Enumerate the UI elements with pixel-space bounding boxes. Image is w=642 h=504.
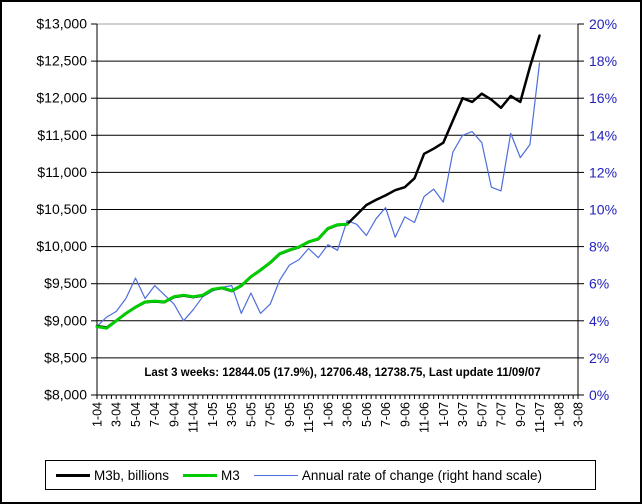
legend-item-m3b: M3b, billions [56, 468, 169, 483]
legend-label-m3: M3 [221, 467, 240, 483]
legend-item-rate: Annual rate of change (right hand scale) [253, 467, 542, 483]
left-axis-label: $9,500 [44, 275, 87, 291]
x-axis-label: 11-06 [418, 402, 432, 433]
left-axis-label: $12,500 [36, 53, 87, 69]
last-weeks-annotation: Last 3 weeks: 12844.05 (17.9%), 12706.48… [144, 367, 540, 379]
x-axis-label: 3-08 [572, 402, 586, 427]
x-axis-label: 3-05 [225, 402, 239, 427]
x-axis-label: 9-05 [283, 402, 297, 427]
m3-line-swatch [183, 473, 218, 477]
right-axis-label: 20% [589, 16, 617, 32]
left-axis-label: $9,000 [44, 312, 87, 328]
x-axis-label: 5-04 [129, 402, 143, 427]
right-axis-label: 16% [589, 90, 617, 106]
right-axis-label: 10% [589, 202, 617, 218]
x-axis-label: 1-04 [91, 402, 105, 427]
right-axis-label: 4% [589, 313, 609, 329]
x-axis-label: 11-05 [302, 402, 316, 433]
left-axis-label: $11,500 [37, 127, 87, 143]
x-axis-label: 11-04 [187, 402, 201, 433]
right-axis-label: 18% [589, 53, 617, 69]
x-axis-label: 7-06 [379, 402, 393, 427]
rate-line-swatch [253, 474, 298, 476]
left-axis-label: $10,500 [36, 201, 87, 217]
left-axis-label: $13,000 [36, 16, 87, 32]
x-axis-label: 3-06 [341, 402, 355, 427]
x-axis-label: 1-08 [552, 402, 566, 427]
left-axis-label: $10,000 [36, 238, 87, 254]
x-axis-label: 7-05 [264, 402, 278, 427]
series-line-1 [95, 222, 349, 330]
x-axis-label: 1-07 [437, 402, 451, 427]
x-axis-label: 1-06 [321, 402, 335, 427]
left-axis-label: $8,500 [44, 349, 87, 365]
legend: M3b, billions M3 Annual rate of change (… [45, 460, 596, 490]
right-axis-label: 6% [589, 276, 609, 292]
legend-label-m3b: M3b, billions [94, 467, 170, 483]
x-axis-label: 9-04 [167, 402, 181, 427]
x-axis-label: 7-07 [495, 402, 509, 427]
m3b-line-swatch [56, 473, 90, 477]
x-axis-label: 3-04 [110, 402, 124, 427]
x-axis-label: 11-07 [533, 402, 547, 433]
x-axis-label: 5-05 [244, 402, 258, 427]
left-axis-label: $12,000 [36, 90, 87, 106]
x-axis-label: 1-05 [206, 402, 220, 427]
series-line-2 [96, 62, 541, 327]
left-axis-label: $8,000 [44, 387, 87, 403]
x-axis-label: 5-06 [360, 402, 374, 427]
right-axis-label: 0% [589, 387, 609, 403]
legend-label-rate: Annual rate of change (right hand scale) [301, 467, 542, 483]
right-axis-label: 14% [589, 127, 617, 143]
right-axis-label: 2% [589, 350, 609, 366]
x-axis-label: 7-04 [148, 402, 162, 427]
left-axis-label: $11,000 [37, 164, 87, 180]
legend-item-m3: M3 [183, 468, 240, 483]
x-axis-label: 9-06 [398, 402, 412, 427]
x-axis-label: 3-07 [456, 402, 470, 427]
right-axis-label: 8% [589, 239, 609, 255]
right-axis-label: 12% [589, 164, 617, 180]
x-axis-label: 5-07 [475, 402, 489, 427]
x-axis-label: 9-07 [514, 402, 528, 427]
